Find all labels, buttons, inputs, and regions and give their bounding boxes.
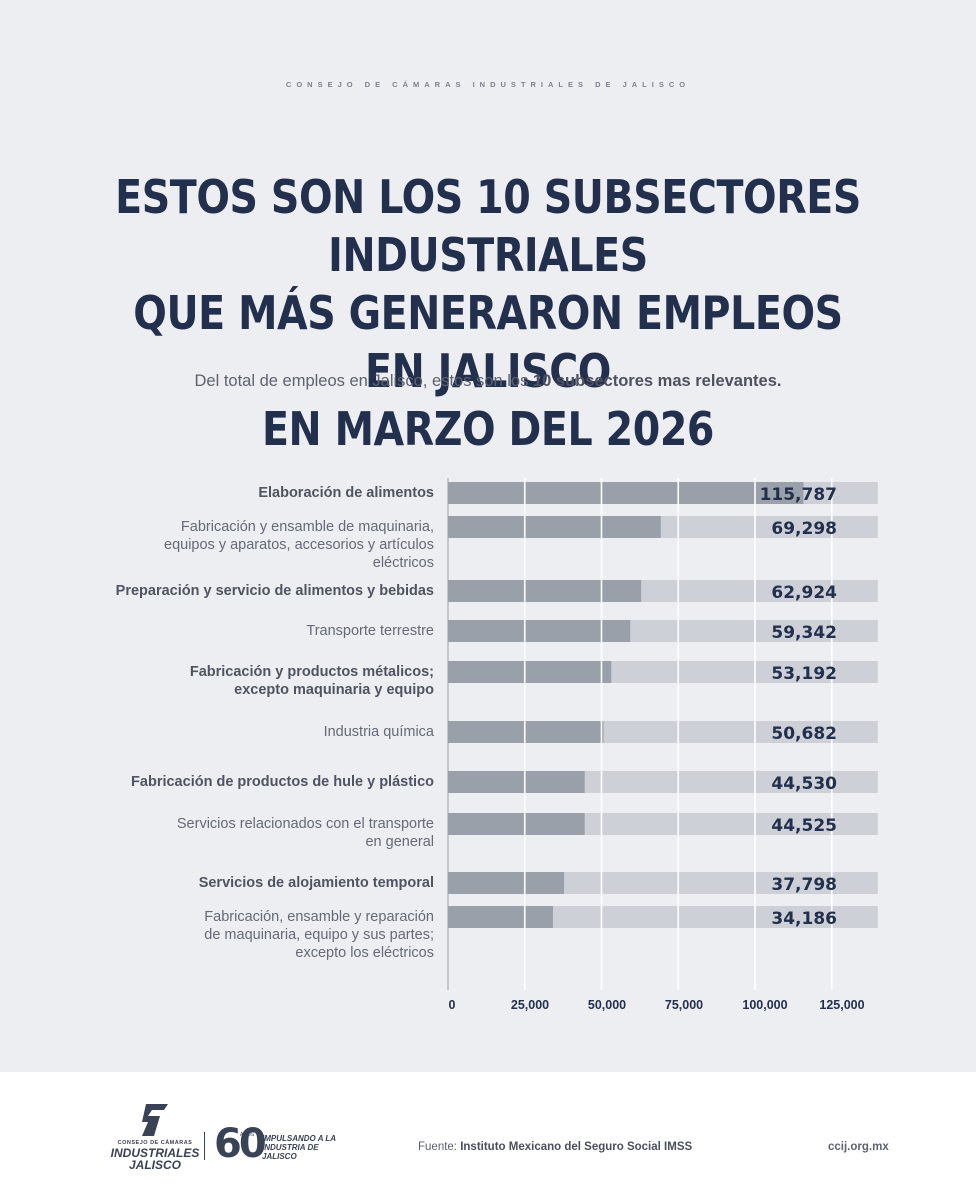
bar-8 (448, 813, 585, 835)
bar-3 (448, 580, 642, 602)
website-link[interactable]: ccij.org.mx (828, 1141, 889, 1153)
category-label: Servicios de alojamiento temporal (199, 875, 434, 891)
bar-1 (448, 482, 804, 504)
category-label: Transporte terrestre (306, 623, 434, 639)
x-tick-label: 100,000 (742, 998, 787, 1012)
logo-line-1: CONSEJO DE CÁMARAS (117, 1140, 193, 1146)
subtitle-prefix: Del total de empleos en Jalisco, estos s… (194, 372, 533, 390)
value-label: 59,342 (771, 623, 837, 643)
value-label: 44,530 (771, 774, 837, 794)
bar-4 (448, 620, 631, 642)
x-tick-label: 25,000 (511, 998, 549, 1012)
ccij-logo-mark-icon (142, 1104, 168, 1136)
logo-line-3: JALISCO (128, 1158, 181, 1172)
category-label: Preparación y servicio de alimentos y be… (116, 583, 434, 599)
bar-2 (448, 516, 661, 538)
value-label: 115,787 (760, 485, 837, 505)
category-label: Elaboración de alimentos (258, 485, 434, 501)
category-label: Servicios relacionados con el transporte… (177, 816, 434, 850)
source-text: Instituto Mexicano del Seguro Social IMS… (460, 1141, 693, 1153)
bar-track (448, 906, 878, 928)
value-label: 37,798 (771, 875, 837, 895)
bar-7 (448, 771, 585, 793)
value-label: 62,924 (771, 583, 837, 603)
anniversary-number: 60 (214, 1121, 267, 1167)
organization-label: CONSEJO DE CÁMARAS INDUSTRIALES DE JALIS… (285, 80, 691, 89)
bar-5 (448, 661, 612, 683)
page-title: ESTOS SON LOS 10 SUBSECTORES INDUSTRIALE… (103, 168, 874, 458)
value-label: 34,186 (771, 909, 837, 929)
x-tick-label: 125,000 (819, 998, 864, 1012)
logo-divider (204, 1132, 205, 1160)
bar-chart: 115,787 69,298 62,924 59,342 53,192 50,682 44,… (116, 478, 878, 1012)
title-line-1: ESTOS SON LOS 10 SUBSECTORES INDUSTRIALE… (115, 170, 861, 282)
source-note: Fuente: Instituto Mexicano del Seguro So… (418, 1141, 692, 1153)
x-tick-label: 50,000 (588, 998, 626, 1012)
category-label: Industria química (324, 724, 435, 740)
x-tick-label: 0 (449, 998, 456, 1012)
bar-9 (448, 872, 565, 894)
value-label: 53,192 (771, 664, 837, 684)
value-label: 50,682 (771, 724, 837, 744)
slogan: IMPULSANDO A LA INDUSTRIA DE JALISCO (262, 1134, 336, 1161)
category-label: Fabricación y productos métalicos; except… (190, 664, 434, 698)
bar-10 (448, 906, 553, 928)
ccij-logo: CONSEJO DE CÁMARAS INDUSTRIALES JALISCO (96, 1102, 214, 1172)
category-label: Fabricación de productos de hule y plást… (131, 774, 434, 790)
x-tick-label: 75,000 (665, 998, 703, 1012)
title-line-2: QUE MÁS GENERARON EMPLEOS EN JALISCO (133, 286, 843, 398)
anniversary-small: AÑOS (240, 1132, 255, 1138)
subtitle: Del total de empleos en Jalisco, estos s… (0, 372, 976, 391)
logo-line-2: INDUSTRIALES (110, 1146, 200, 1160)
subtitle-bold: 10 subsectores mas relevantes. (532, 372, 782, 390)
source-label: Fuente: (418, 1141, 457, 1153)
value-label: 69,298 (771, 519, 837, 539)
footer: CONSEJO DE CÁMARAS INDUSTRIALES JALISCO … (0, 1072, 976, 1200)
category-label: Fabricación y ensamble de maquinaria, equ… (164, 519, 434, 571)
bar-6 (448, 721, 604, 743)
title-line-3: EN MARZO DEL 2026 (261, 402, 715, 456)
category-label: Fabricación, ensamble y reparación de maq… (204, 909, 434, 961)
value-label: 44,525 (771, 816, 837, 836)
